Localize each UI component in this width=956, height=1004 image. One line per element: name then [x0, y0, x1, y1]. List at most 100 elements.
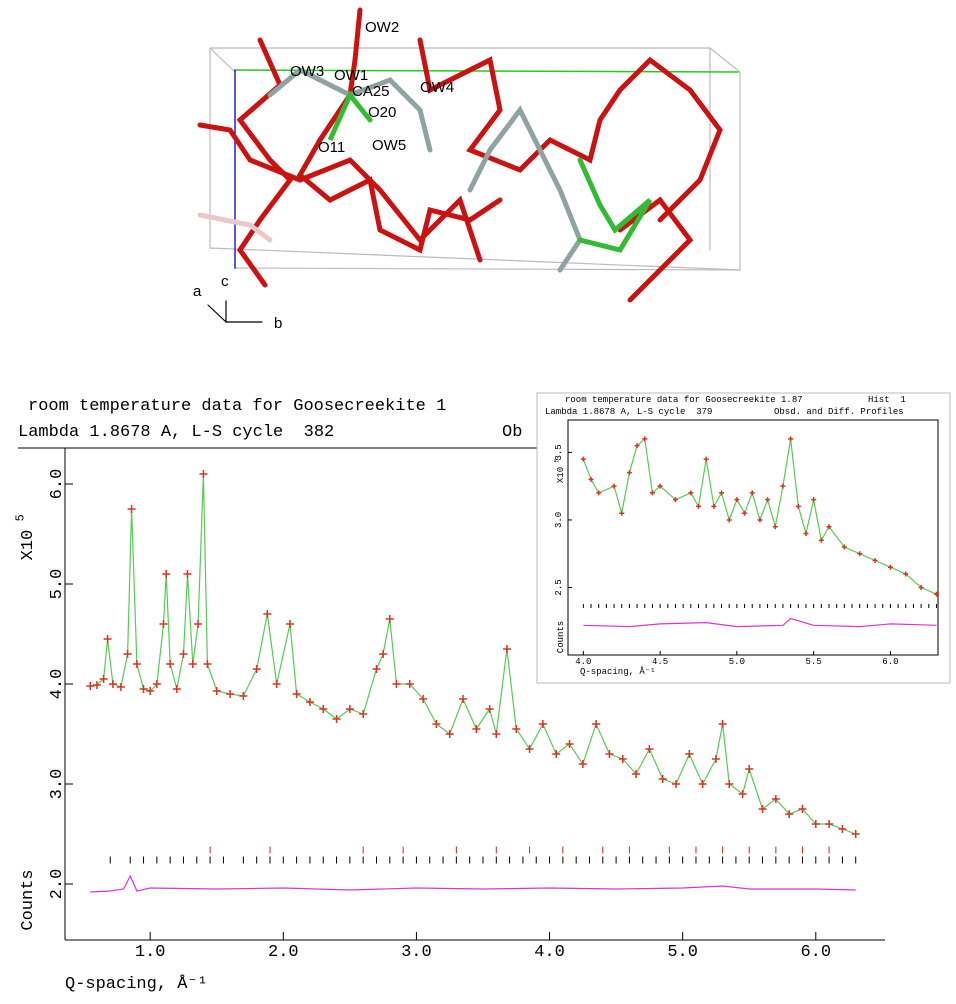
cell-edge: [210, 48, 235, 72]
x-tick-label: 5.0: [667, 943, 698, 962]
observed-point: [306, 698, 314, 706]
atom-label: CA25: [352, 83, 390, 100]
chart-subtitle: Lambda 1.8678 A, L-S cycle 382: [18, 423, 334, 442]
observed-point: [712, 755, 720, 763]
inset-chart: room temperature data for Goosecreekite …: [537, 393, 950, 683]
atom-label: OW4: [420, 79, 454, 96]
figure: OW2 OW3 OW1 CA25 OW4 O20 O11 OW5 a c b r…: [0, 0, 956, 1004]
observed-point: [189, 660, 197, 668]
axis-label: c: [221, 273, 229, 290]
observed-point: [492, 730, 500, 738]
x-axis-label: Q-spacing, Å⁻¹: [65, 975, 208, 994]
observed-point: [162, 570, 170, 578]
atom-label: OW2: [365, 19, 399, 36]
observed-point: [359, 710, 367, 718]
x-axis-label: Q-spacing, Å⁻¹: [580, 666, 656, 677]
x-tick-label: 2.0: [268, 943, 299, 962]
y-tick-label: 2.0: [48, 869, 67, 900]
observed-point: [104, 635, 112, 643]
observed-point: [719, 720, 727, 728]
y-axis-label: X10: [556, 467, 566, 483]
observed-point: [605, 750, 613, 758]
inset-background: [537, 393, 950, 683]
observed-point: [579, 760, 587, 768]
observed-point: [128, 505, 136, 513]
observed-point: [825, 820, 833, 828]
observed-point: [253, 665, 261, 673]
observed-point: [160, 620, 168, 628]
observed-point: [117, 683, 125, 691]
chart-subtitle-annotation: Obsd. and Diff. Profiles: [774, 407, 904, 417]
x-tick-label: 5.5: [806, 657, 822, 667]
observed-point: [512, 725, 520, 733]
observed-point: [526, 745, 534, 753]
y-tick-label: 3.0: [48, 769, 67, 800]
observed-point: [699, 780, 707, 788]
observed-point: [838, 825, 846, 833]
observed-point: [173, 685, 181, 693]
observed-point: [539, 720, 547, 728]
difference-curve: [90, 876, 855, 892]
atom-label: OW1: [334, 67, 368, 84]
observed-point: [685, 750, 693, 758]
axis-label: a: [193, 283, 202, 300]
bond: [420, 40, 720, 220]
x-tick-label: 1.0: [135, 943, 166, 962]
observed-point: [386, 615, 394, 623]
y-tick-label: 3.0: [554, 512, 564, 528]
atom-label: OW5: [372, 137, 406, 154]
chart-subtitle: Lambda 1.8678 A, L-S cycle 379: [545, 407, 712, 417]
bond: [580, 160, 650, 250]
observed-point: [109, 680, 117, 688]
observed-point: [199, 470, 207, 478]
observed-point: [592, 720, 600, 728]
x-tick-label: 4.0: [575, 657, 591, 667]
observed-point: [166, 660, 174, 668]
observed-point: [194, 620, 202, 628]
y-tick-label: 6.0: [48, 469, 67, 500]
observed-point: [486, 705, 494, 713]
observed-point: [392, 680, 400, 688]
observed-point: [183, 570, 191, 578]
chart-title: room temperature data for Goosecreekite …: [28, 397, 446, 416]
chart-annotation: Hist 1: [868, 395, 906, 405]
observed-point: [293, 690, 301, 698]
page: OW2 OW3 OW1 CA25 OW4 O20 O11 OW5 a c b r…: [0, 0, 956, 1004]
axis-indicator: [208, 305, 226, 322]
chart-annotation: Ob: [502, 423, 522, 442]
y-axis-label-counts: Counts: [19, 869, 38, 930]
x-tick-label: 6.0: [800, 943, 831, 962]
x-tick-label: 4.0: [534, 943, 565, 962]
atom-label: OW3: [290, 63, 324, 80]
observed-point: [372, 665, 380, 673]
observed-point: [124, 650, 132, 658]
observed-point: [239, 692, 247, 700]
observed-point: [379, 650, 387, 658]
observed-point: [503, 645, 511, 653]
bond: [470, 110, 580, 270]
chart-title: room temperature data for Goosecreekite …: [565, 395, 803, 405]
observed-point: [745, 765, 753, 773]
axis-label: b: [274, 315, 282, 332]
bond: [240, 40, 290, 285]
y-axis-exponent: 5: [554, 458, 561, 462]
observed-point: [672, 780, 680, 788]
observed-point: [659, 775, 667, 783]
observed-point: [472, 725, 480, 733]
x-tick-label: 5.0: [729, 657, 745, 667]
observed-point: [286, 620, 294, 628]
observed-point: [179, 650, 187, 658]
y-tick-label: 5.0: [48, 569, 67, 600]
observed-point: [86, 682, 94, 690]
y-tick-label: 3.5: [554, 444, 564, 460]
observed-point: [140, 685, 148, 693]
atom-label: O11: [318, 139, 345, 156]
observed-point: [226, 690, 234, 698]
y-axis-label-counts: Counts: [556, 621, 566, 653]
y-axis-exponent: 5: [14, 514, 28, 521]
observed-point: [133, 660, 141, 668]
observed-point: [852, 830, 860, 838]
y-tick-label: 4.0: [48, 669, 67, 700]
observed-point: [459, 695, 467, 703]
x-tick-label: 6.0: [882, 657, 898, 667]
